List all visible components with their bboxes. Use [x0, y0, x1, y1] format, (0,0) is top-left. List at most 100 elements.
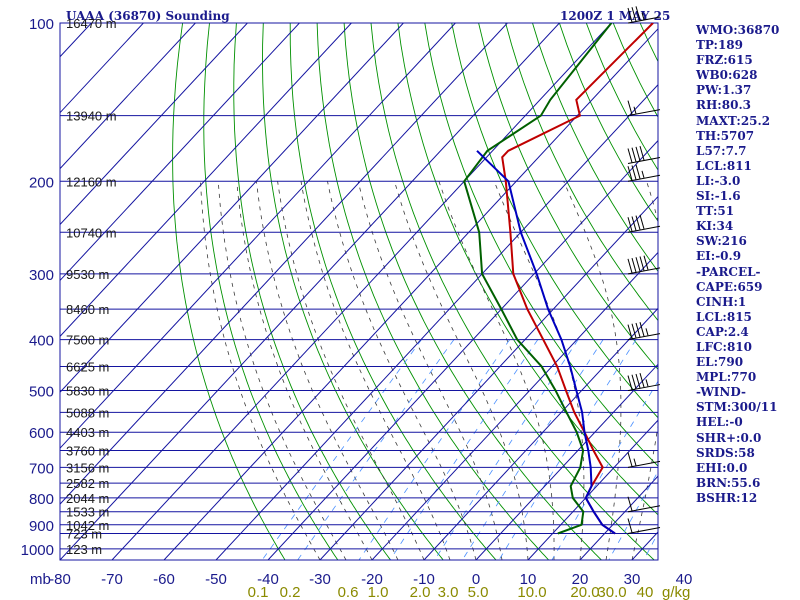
wind-barb-half-flag — [641, 170, 645, 179]
index-line: MPL:770 — [696, 370, 757, 385]
temperature-label: 0 — [472, 571, 480, 588]
index-line: SI:-1.6 — [696, 189, 741, 204]
index-line: SRDS:58 — [696, 445, 755, 460]
mixing-ratio-unit: g/kg — [662, 584, 690, 600]
mixing-ratio-label: 0.6 — [338, 584, 359, 600]
wind-barb-flag — [627, 148, 633, 163]
height-label: 13940 m — [66, 109, 117, 124]
wind-barb-flag — [627, 375, 633, 390]
index-line: L57:7.7 — [696, 143, 747, 158]
pressure-unit-label: mb — [30, 571, 51, 588]
mixing-ratio-label: 40 — [637, 584, 654, 600]
temperature-label: -70 — [101, 571, 123, 588]
wind-barb-flag — [635, 257, 641, 272]
wind-barb-flag — [631, 7, 637, 22]
height-label: 1533 m — [66, 505, 109, 520]
index-line: PW:1.37 — [696, 83, 752, 98]
wind-barb-staff — [627, 267, 661, 275]
dry-adiabat-line — [370, 23, 655, 560]
wind-barb-staff — [627, 16, 661, 24]
wind-barb — [627, 373, 661, 392]
index-line: TP:189 — [696, 38, 744, 53]
wind-barb-flag — [631, 323, 637, 338]
index-line: -PARCEL- — [696, 264, 761, 279]
dry-adiabat-line — [532, 23, 658, 272]
mixing-ratio-line — [261, 339, 422, 560]
mixing-ratio-line — [608, 470, 658, 560]
dry-adiabat-line — [316, 23, 550, 560]
height-label: 12160 m — [66, 174, 117, 189]
parcel-line — [476, 150, 616, 535]
height-label: 8460 m — [66, 302, 109, 317]
height-label: 3760 m — [66, 443, 109, 458]
pressure-label: 500 — [29, 384, 54, 401]
temperature-label: 10 — [520, 571, 537, 588]
sounding-profiles — [463, 23, 654, 535]
mixing-ratio-line — [434, 339, 579, 560]
dry-adiabat-line — [397, 23, 658, 516]
wind-barb-flag — [643, 255, 649, 270]
wind-barb-flag — [627, 452, 633, 467]
index-line: STM:300/11 — [696, 400, 778, 415]
wind-barb-half-flag — [633, 106, 637, 114]
index-line: SHR+:0.0 — [696, 430, 762, 445]
wind-barb-staff — [627, 384, 661, 392]
index-line: EL:790 — [696, 355, 744, 370]
mixing-ratio-label: 2.0 — [410, 584, 431, 600]
temperature-label: -40 — [257, 571, 279, 588]
wind-barb-flag — [631, 216, 637, 231]
wind-barb — [627, 452, 661, 468]
isotherm-group — [60, 23, 658, 560]
moist-adiabat-line — [327, 181, 477, 560]
dry-adiabat-line — [172, 23, 286, 560]
isotherm-line — [60, 23, 196, 170]
wind-barb-flag — [635, 322, 641, 338]
wind-barb — [627, 214, 661, 233]
height-label: 16470 m — [66, 16, 117, 31]
index-line: LCL:815 — [696, 309, 752, 324]
isotherm-line — [60, 23, 508, 505]
height-label: 5088 m — [66, 405, 109, 420]
index-line: BSHR:12 — [696, 490, 758, 505]
pressure-label: 400 — [29, 333, 54, 350]
wind-barb-staff — [627, 527, 661, 534]
wind-barb-flag — [631, 257, 637, 273]
isotherm-line — [60, 23, 560, 560]
isotherm-line — [60, 23, 456, 449]
moist-adiabat-line — [200, 181, 321, 560]
index-line: EHI:0.0 — [696, 460, 748, 475]
wind-barb-staff — [627, 157, 661, 164]
wind-barb-flag — [631, 374, 637, 389]
mixing-ratio-label: 10.0 — [517, 584, 546, 600]
isotherm-line — [60, 23, 300, 282]
pressure-label: 900 — [29, 518, 54, 535]
height-label: 3156 m — [66, 460, 109, 475]
moist-adiabat-line — [256, 181, 399, 560]
pressure-label: 600 — [29, 425, 54, 442]
wind-barb-flag — [639, 214, 645, 229]
isotherm-line — [60, 23, 248, 226]
dry-adiabat-line — [505, 23, 658, 322]
moist-adiabat-line — [631, 181, 658, 560]
chart-title: UAAA (36870) Sounding — [66, 9, 230, 23]
pressure-label: 300 — [29, 267, 54, 284]
wind-barb-flag — [635, 6, 641, 21]
isotherm-line — [111, 23, 612, 560]
wind-barb-flag — [639, 322, 645, 337]
moist-adiabat-line — [563, 181, 622, 560]
isotherm-line — [423, 307, 658, 560]
isotherm-line — [60, 23, 404, 393]
mixing-ratio-label: 20.0 — [570, 584, 599, 600]
temperature-label: 40 — [676, 571, 693, 588]
moist-adiabat-line — [394, 181, 529, 560]
wind-barb-flag — [627, 258, 633, 274]
moist-adiabat-line — [277, 181, 425, 560]
isotherm-line — [267, 139, 658, 560]
wind-barb-half-flag — [641, 12, 645, 20]
mixing-ratio-line — [551, 380, 658, 560]
pressure-label: 800 — [29, 491, 54, 508]
mixing-ratio-label: 0.2 — [280, 584, 301, 600]
height-label: 4403 m — [66, 425, 109, 440]
